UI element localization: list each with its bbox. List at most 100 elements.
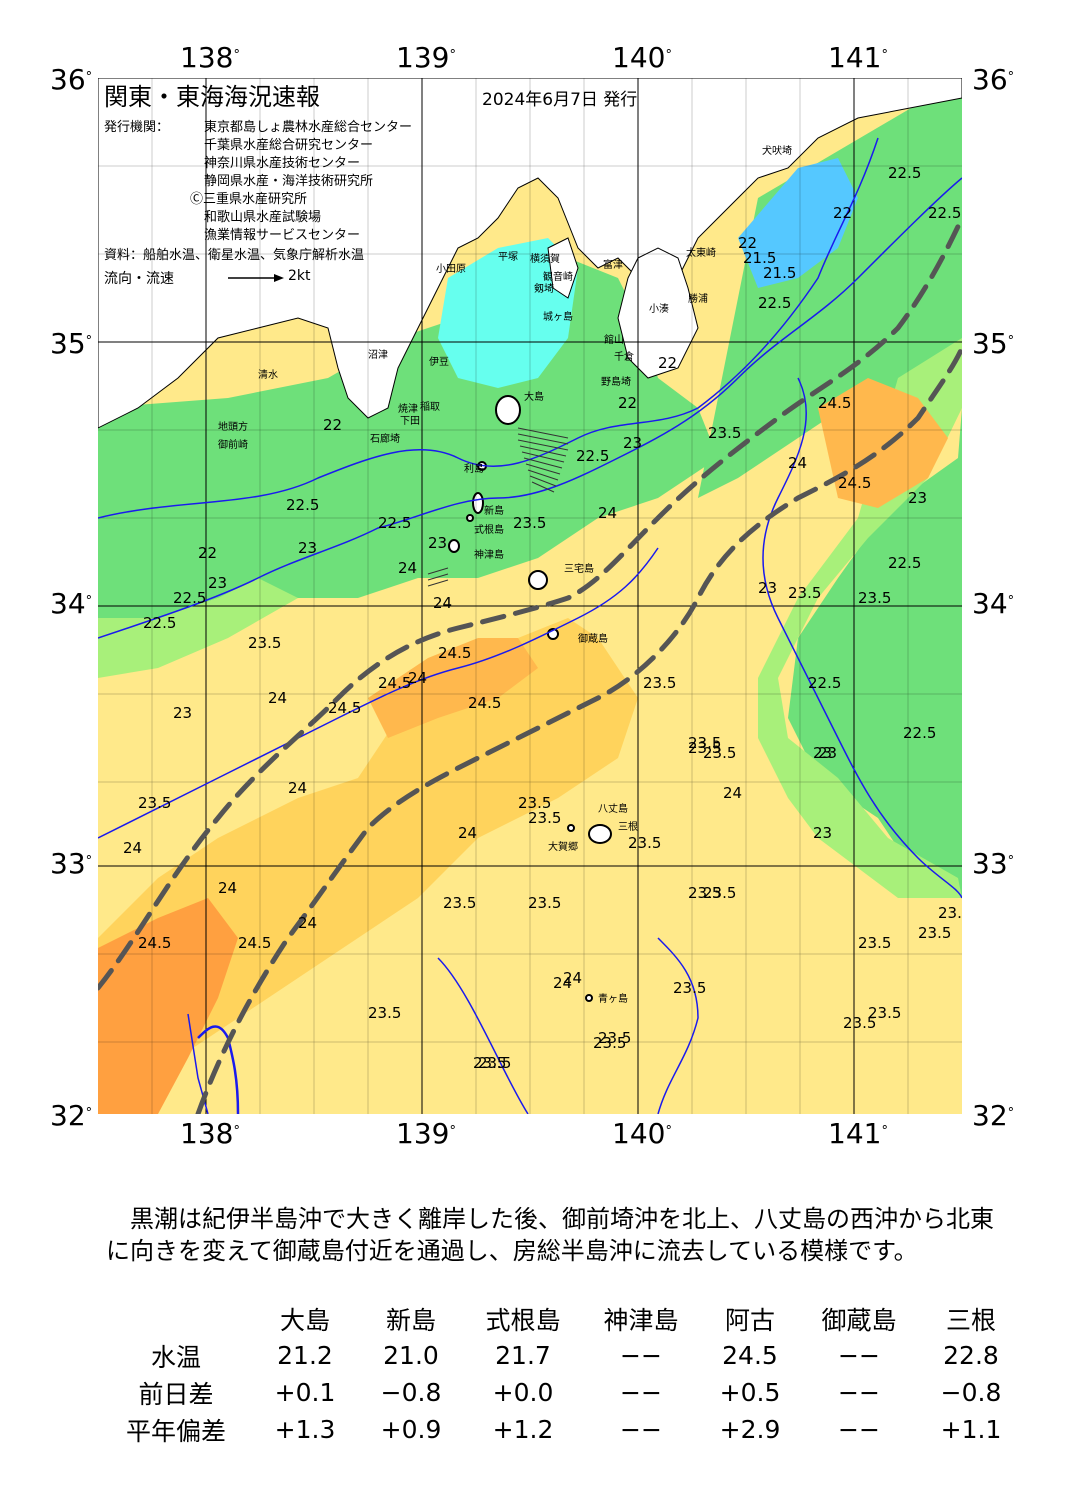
contour-label: 23 bbox=[813, 824, 832, 842]
current-legend-speed: 2kt bbox=[288, 268, 311, 284]
current-arrows bbox=[427, 427, 569, 587]
contour-label: 24 bbox=[563, 969, 582, 987]
stats-cell: −− bbox=[620, 1341, 662, 1370]
contour-label: 23.5 bbox=[703, 884, 736, 902]
sst-map: 22.5 22.5 22 22 21.5 21.5 22.5 22 23 22 … bbox=[98, 78, 962, 1114]
contour-label: 23.5 bbox=[688, 739, 721, 757]
place-label-oshima: 大島 bbox=[524, 392, 544, 403]
contour-label: 23.5 bbox=[528, 894, 561, 912]
contour-label: 22 bbox=[198, 544, 217, 562]
contour-label: 23 bbox=[208, 574, 227, 592]
place-label-miyakejima: 三宅島 bbox=[564, 564, 594, 575]
island-niijima bbox=[472, 492, 484, 514]
place-label-taitozaki: 太東崎 bbox=[686, 248, 716, 259]
stats-row-anomaly: 平年偏差 +1.3 +0.9 +1.2 −− +2.9 −− +1.1 bbox=[100, 1411, 1024, 1448]
contour-label: 23.5 bbox=[708, 424, 741, 442]
stats-cell: +0.1 bbox=[274, 1378, 336, 1407]
place-label-omaezaki: 御前崎 bbox=[218, 440, 248, 451]
place-label-niijima: 新島 bbox=[484, 506, 504, 517]
contour-label: 23.5 bbox=[628, 834, 661, 852]
stats-corner bbox=[100, 1300, 252, 1337]
lon-label-bottom-140: 140° bbox=[612, 1117, 672, 1150]
contour-label: 24 bbox=[408, 669, 427, 687]
contour-label: 22.5 bbox=[758, 294, 791, 312]
contour-label: 24 bbox=[458, 824, 477, 842]
agencies-label: 発行機関： bbox=[104, 120, 170, 135]
place-label-jogashima: 城ヶ島 bbox=[543, 312, 573, 323]
contour-label: 22.5 bbox=[286, 496, 319, 514]
place-label-aogashima: 青ヶ島 bbox=[598, 994, 628, 1005]
place-label-toshima: 利島 bbox=[464, 464, 484, 475]
contour-label: 23.5 bbox=[858, 934, 891, 952]
place-label-irozaki: 石廊埼 bbox=[370, 434, 400, 445]
stats-cell: 21.7 bbox=[495, 1341, 551, 1370]
sst-band-24-5-east bbox=[818, 378, 948, 508]
contour-label-group: 22.5 22.5 22 22 21.5 21.5 22.5 22 23 22 … bbox=[123, 164, 962, 1072]
contour-label: 23.5 bbox=[248, 634, 281, 652]
contour-label: 23 bbox=[813, 744, 832, 762]
lat-label-right-34: 34° bbox=[972, 587, 1015, 620]
contour-label: 22 bbox=[738, 234, 757, 252]
stats-cell: −− bbox=[838, 1415, 880, 1444]
kuroshio-axis bbox=[98, 215, 962, 1114]
place-label-nojimazaki: 野島埼 bbox=[601, 377, 631, 388]
contour-label: 24 bbox=[788, 454, 807, 472]
summary-text: 黒潮は紀伊半島沖で大きく離岸した後、御前埼沖を北上、八丈島の西沖から北東に向きを… bbox=[106, 1205, 994, 1265]
contour-label: 23.5 bbox=[593, 1034, 626, 1052]
agency-name: 東京都島しょ農林水産総合センター bbox=[204, 120, 413, 135]
contour-label: 23 bbox=[173, 704, 192, 722]
lat-label-left-34: 34° bbox=[50, 587, 93, 620]
stats-cell: +0.0 bbox=[492, 1378, 554, 1407]
lon-label-top-140: 140° bbox=[612, 41, 672, 74]
land-miura-peninsula bbox=[547, 237, 579, 299]
place-label-numazu: 沼津 bbox=[368, 350, 388, 361]
stats-cell: 21.2 bbox=[277, 1341, 333, 1370]
lat-label-right-32: 32° bbox=[972, 1099, 1015, 1132]
contour-label: 23 bbox=[298, 539, 317, 557]
contour-label: 24.5 bbox=[328, 699, 361, 717]
agency-name: 和歌山県水産試験場 bbox=[204, 210, 322, 225]
agency-name: 静岡県水産・海洋技術研究所 bbox=[204, 174, 374, 189]
contour-label: 24 bbox=[288, 779, 307, 797]
stats-cell: +0.5 bbox=[719, 1378, 781, 1407]
lat-label-left-35: 35° bbox=[50, 327, 93, 360]
place-label-shikinejima: 式根島 bbox=[474, 525, 504, 536]
sst-band-22-5-west bbox=[98, 258, 718, 618]
place-label-mikurajima: 御蔵島 bbox=[578, 634, 608, 645]
contour-label: 24 bbox=[218, 879, 237, 897]
lat-label-left-32: 32° bbox=[50, 1099, 93, 1132]
contour-label: 22 bbox=[833, 204, 852, 222]
contour-label: 23.5 bbox=[688, 884, 721, 902]
contour-label: 22.5 bbox=[173, 589, 206, 607]
lat-label-right-33: 33° bbox=[972, 847, 1015, 880]
lat-label-right-36: 36° bbox=[972, 63, 1015, 96]
stats-col-header: 式根島 bbox=[485, 1305, 561, 1335]
stats-row-daily-diff: 前日差 +0.1 −0.8 +0.0 −− +0.5 −− −0.8 bbox=[100, 1374, 1024, 1411]
contour-label: 23.5 bbox=[138, 794, 171, 812]
place-label-yokosuka: 横須賀 bbox=[530, 254, 560, 265]
stats-cell: 21.0 bbox=[383, 1341, 439, 1370]
contour-label: 24 bbox=[398, 559, 417, 577]
stats-cell: 22.8 bbox=[943, 1341, 999, 1370]
contour-label: 23.5 bbox=[528, 809, 561, 827]
lon-label-top-139: 139° bbox=[396, 41, 456, 74]
stats-cell: 24.5 bbox=[722, 1341, 778, 1370]
stats-cell: +0.9 bbox=[380, 1415, 442, 1444]
place-label-tateyama: 館山 bbox=[604, 335, 624, 346]
contour-label: 22.5 bbox=[378, 514, 411, 532]
contour-label: 23 bbox=[758, 579, 777, 597]
contour-label: 24.5 bbox=[438, 644, 471, 662]
contour-label: 23.5 bbox=[513, 514, 546, 532]
contour-label: 22 bbox=[323, 416, 342, 434]
stats-header-row: 大島 新島 式根島 神津島 阿古 御蔵島 三根 bbox=[100, 1300, 1024, 1337]
contour-label: 22.5 bbox=[888, 554, 921, 572]
stats-cell: −0.8 bbox=[380, 1378, 442, 1407]
stats-row-label: 前日差 bbox=[138, 1379, 214, 1409]
contour-label: 23.5 bbox=[858, 589, 891, 607]
contour-label: 24.5 bbox=[818, 394, 851, 412]
stats-col-header: 三根 bbox=[945, 1305, 996, 1335]
agency-name: Ⓒ三重県水産研究所 bbox=[190, 192, 308, 207]
stats-cell: −− bbox=[838, 1341, 880, 1370]
agency-name: 千葉県水産総合研究センター bbox=[204, 138, 374, 153]
stats-cell: +1.3 bbox=[274, 1415, 336, 1444]
